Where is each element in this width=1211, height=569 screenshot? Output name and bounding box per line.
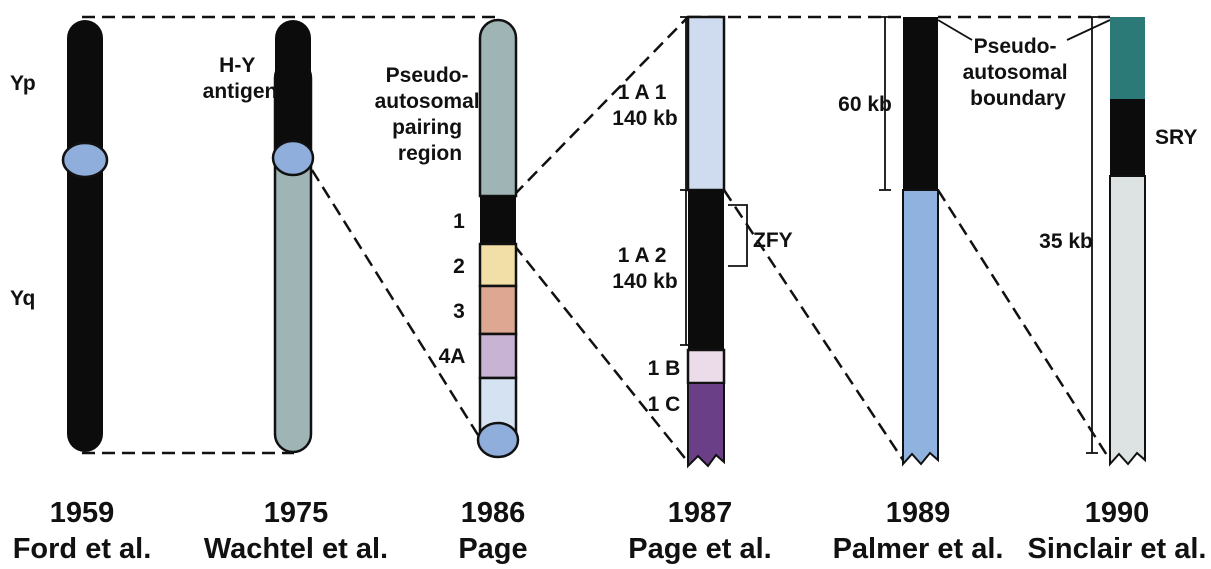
band-label-2: 2 — [453, 255, 465, 278]
panel-1986: Pseudo- autosomal pairing region 1 2 3 4… — [375, 18, 528, 565]
segment-1a1-name: 1 A 1 — [618, 81, 667, 104]
band-4a — [478, 332, 518, 380]
zfy-bracket — [728, 204, 748, 267]
panel-1989: 60 kb Pseudo- autosomal boundary 1989 Pa… — [833, 16, 1111, 565]
connector-1987-1989-lower — [722, 189, 905, 461]
segment-1a1-label: 1 A 1 140 kb — [612, 81, 677, 130]
author-1989: Palmer et al. — [833, 533, 1004, 565]
boundary-line-2: autosomal — [963, 61, 1068, 84]
pseudoautosomal-boundary-label: Pseudo- autosomal boundary — [963, 35, 1074, 110]
connector-1986-1987-lower — [513, 244, 689, 463]
year-1987: 1987 — [668, 497, 733, 529]
h-y-antigen-label: H-Y antigen — [203, 54, 278, 103]
size-label-35kb: 35 kb — [1039, 230, 1093, 253]
year-1986: 1986 — [461, 497, 526, 529]
band-label-4a: 4A — [439, 345, 466, 368]
band-2 — [478, 242, 518, 288]
zfy-label: ZFY — [753, 229, 793, 252]
pairing-region-band — [478, 18, 518, 198]
segment-1a2 — [688, 190, 724, 350]
panel-1987: ZFY 1 A 1 140 kb 1 A 2 140 kb 1 B 1 C 19… — [612, 15, 793, 565]
segment-1c-label: 1 C — [648, 393, 681, 416]
year-1990: 1990 — [1085, 497, 1150, 529]
centromere-1959 — [61, 141, 109, 179]
segment-1a1 — [686, 15, 726, 192]
band-label-1: 1 — [453, 210, 465, 233]
segment-1a2-label: 1 A 2 140 kb — [612, 244, 677, 293]
author-1990: Sinclair et al. — [1028, 533, 1207, 565]
segment-sry — [1110, 99, 1145, 176]
segment-1989-black — [903, 17, 938, 190]
band-label-3: 3 — [453, 300, 465, 323]
boundary-line-3: boundary — [970, 87, 1066, 110]
arm-label-yq: Yq — [10, 287, 35, 310]
boundary-pointer-1989 — [937, 19, 973, 41]
pairing-line-2: autosomal — [375, 90, 480, 113]
centromere-1986 — [476, 421, 520, 459]
segment-1b — [686, 348, 726, 385]
panel-1975: H-Y antigen 1975 Wachtel et al. — [203, 20, 388, 565]
connector-1986-1987-upper — [513, 16, 689, 196]
arm-label-yp: Yp — [10, 72, 36, 95]
segment-1990-teal — [1110, 17, 1145, 99]
h-y-line-1: H-Y — [219, 54, 255, 77]
author-1987: Page et al. — [628, 533, 771, 565]
chromosome-1975-p-arm — [275, 20, 311, 160]
chromosome-1959 — [67, 20, 103, 452]
connector-1989-1990-lower — [936, 189, 1112, 461]
segment-1b-label: 1 B — [648, 357, 681, 380]
segment-1a2-size: 140 kb — [612, 270, 677, 293]
segment-1989-blue — [902, 189, 939, 467]
pairing-line-4: region — [398, 142, 462, 165]
segment-1a1-size: 140 kb — [612, 107, 677, 130]
pairing-region-label: Pseudo- autosomal pairing region — [375, 64, 486, 165]
author-1986: Page — [458, 533, 527, 565]
boundary-line-1: Pseudo- — [974, 35, 1057, 58]
h-y-line-2: antigen — [203, 80, 278, 103]
author-1959: Ford et al. — [13, 533, 152, 565]
sry-label: SRY — [1155, 126, 1197, 149]
band-3 — [478, 284, 518, 336]
centromere-1975 — [271, 139, 315, 177]
panel-1990: SRY 35 kb 1990 Sinclair et al. — [1028, 16, 1207, 565]
pairing-line-1: Pseudo- — [386, 64, 469, 87]
band-1 — [480, 196, 516, 244]
pairing-line-3: pairing — [392, 116, 462, 139]
connector-lines — [82, 15, 1112, 463]
author-1975: Wachtel et al. — [204, 533, 388, 565]
boundary-pointer-1990 — [1066, 19, 1111, 41]
segment-1990-grey — [1109, 175, 1146, 467]
size-label-60kb: 60 kb — [838, 93, 892, 116]
year-1975: 1975 — [264, 497, 329, 529]
segment-1a2-name: 1 A 2 — [618, 244, 667, 267]
segment-1c — [687, 382, 725, 469]
panel-1959: Yp Yq 1959 Ford et al. — [10, 20, 151, 565]
year-1989: 1989 — [886, 497, 951, 529]
connector-1975-1986-upper — [310, 169, 480, 436]
year-1959: 1959 — [50, 497, 115, 529]
